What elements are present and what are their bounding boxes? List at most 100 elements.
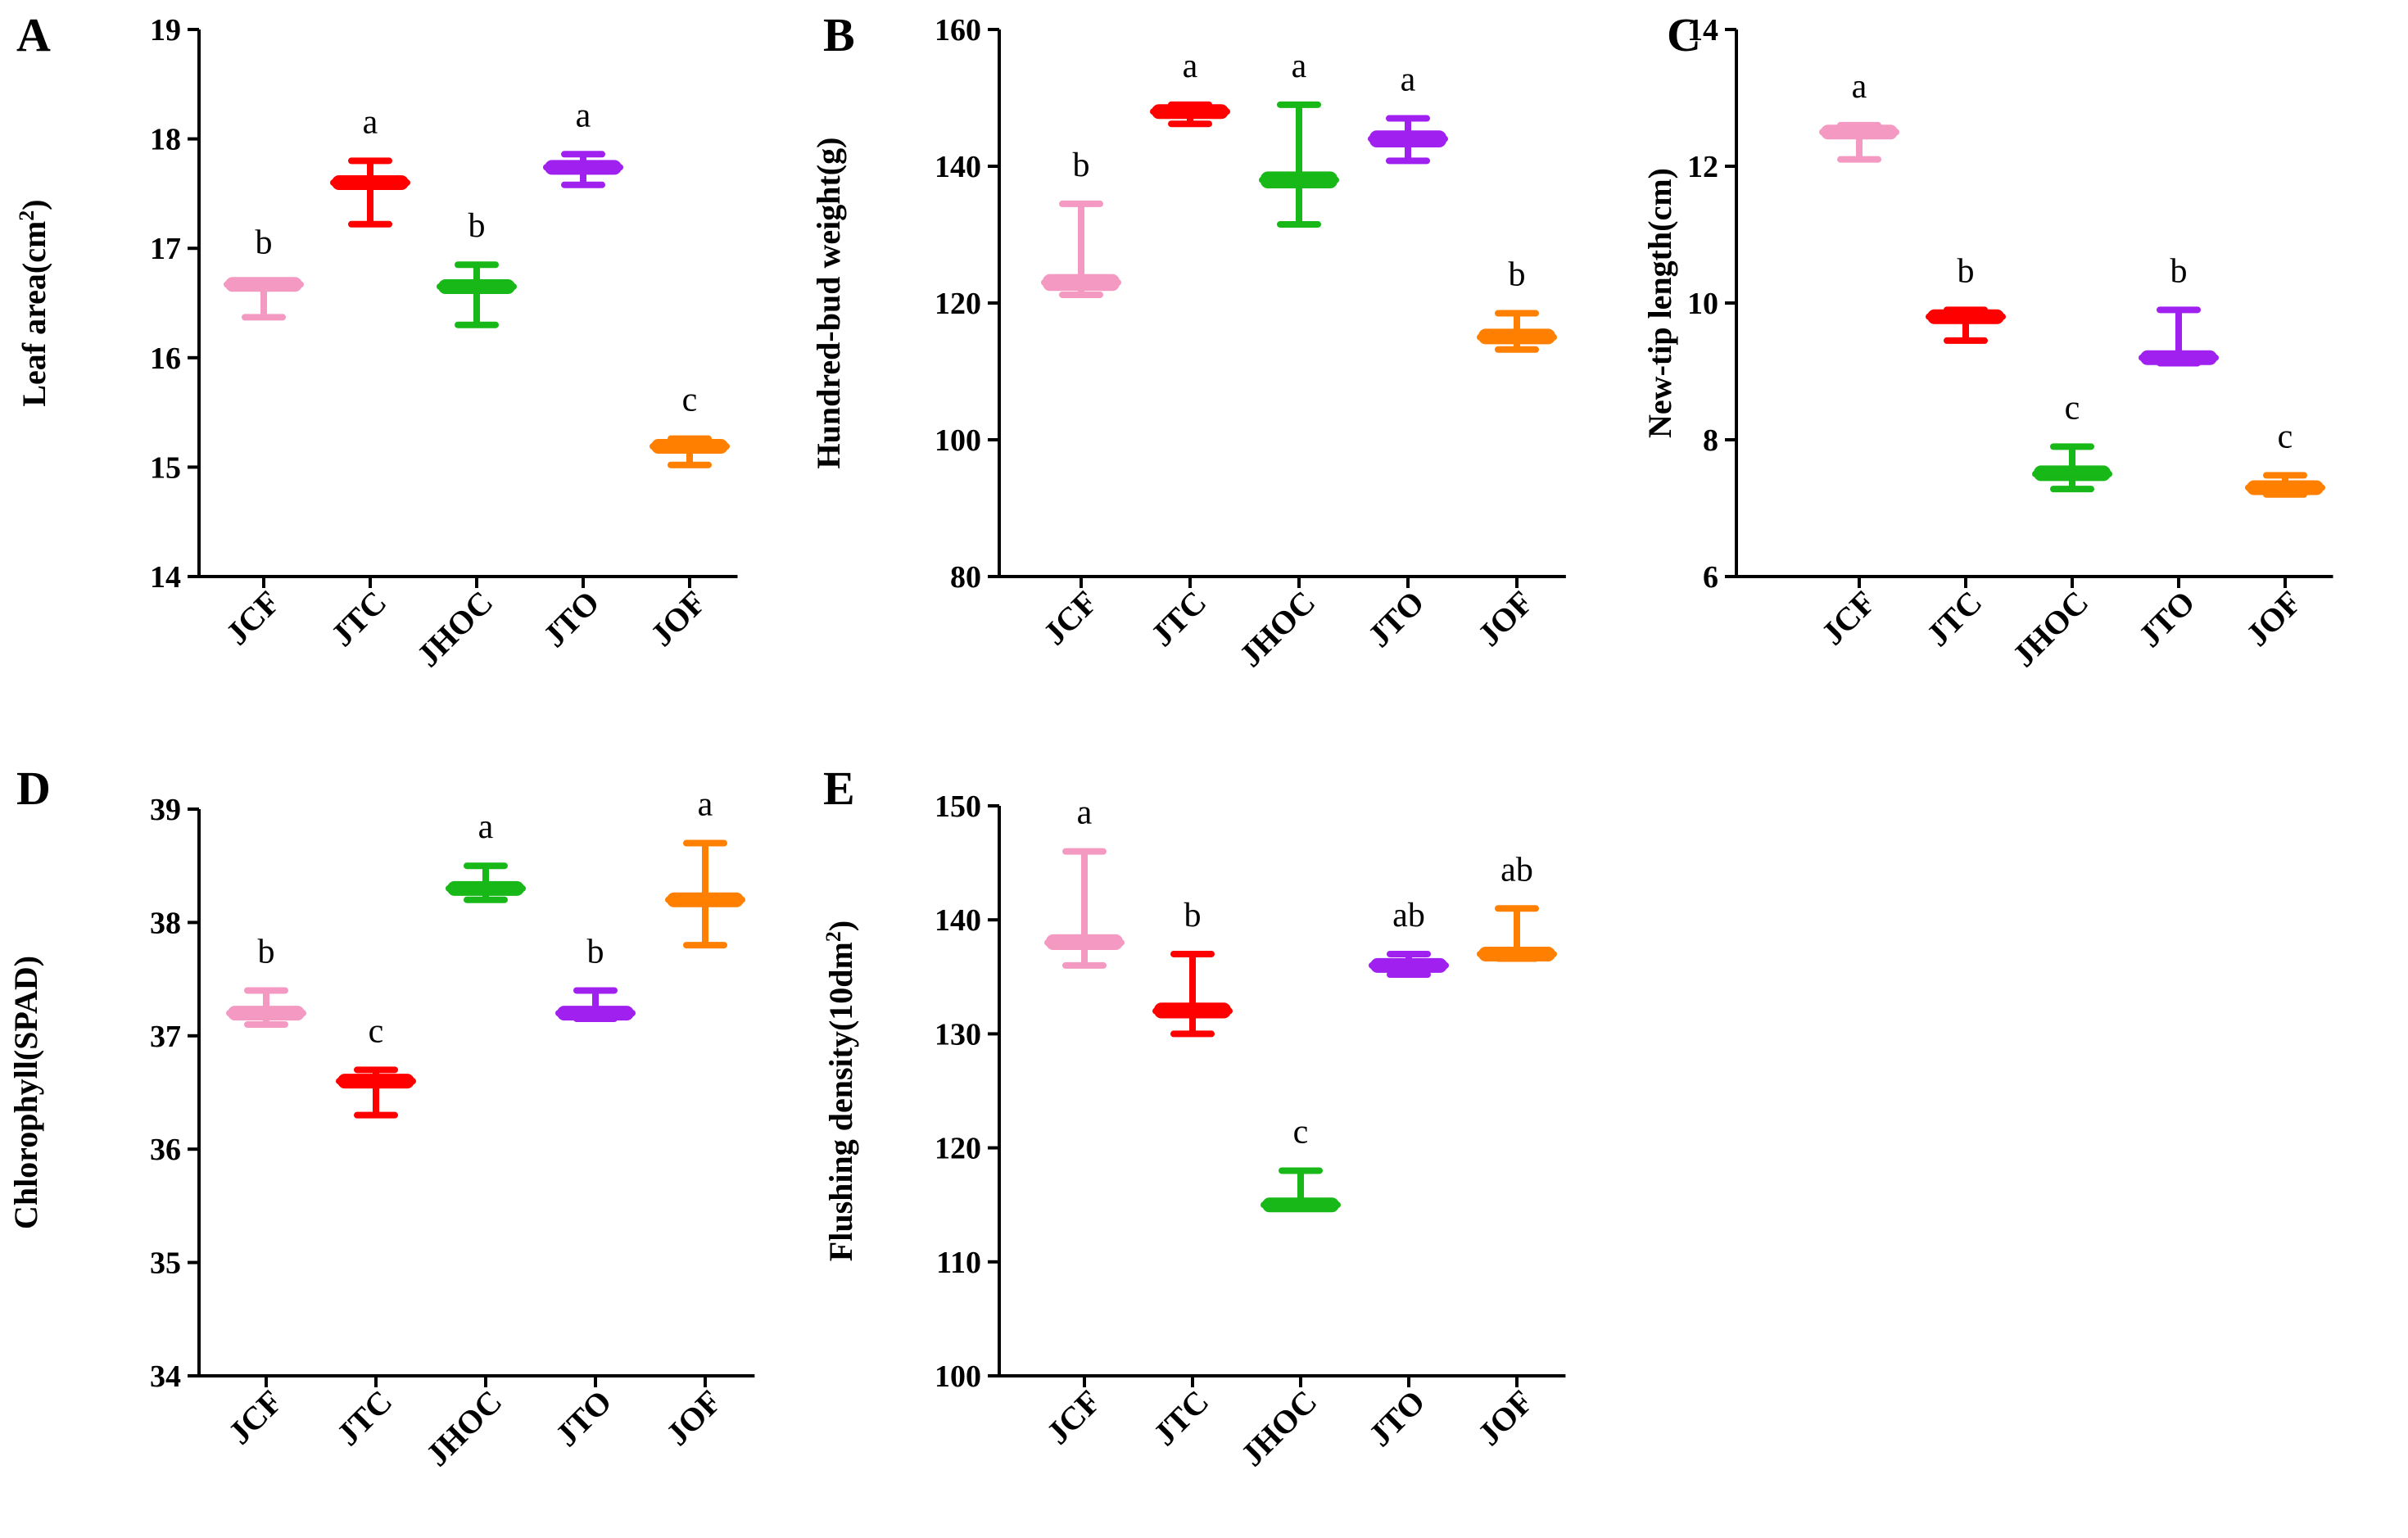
box-jcf bbox=[1819, 121, 1899, 163]
y-tick-label: 18 bbox=[150, 123, 181, 157]
significance-label: b bbox=[258, 933, 275, 970]
x-tick-label: JTO bbox=[548, 1383, 618, 1454]
significance-label: b bbox=[1073, 147, 1090, 184]
box-jto bbox=[543, 151, 623, 188]
x-tick-label: JOF bbox=[1470, 584, 1540, 654]
y-axis-title: Leaf area(cm2) bbox=[15, 199, 52, 406]
y-tick-label: 14 bbox=[1687, 13, 1718, 47]
significance-label: c bbox=[2065, 389, 2080, 427]
significance-label: a bbox=[1292, 47, 1307, 85]
box-jof bbox=[1477, 905, 1557, 962]
significance-label: a bbox=[1852, 68, 1867, 106]
significance-label: ab bbox=[1392, 897, 1425, 934]
box-jhoc bbox=[437, 261, 517, 328]
panel-a: A 14 15 16 17 18 19 Leaf area(cm2) JCF b JTC a JHOC b… bbox=[15, 8, 738, 674]
y-tick-label: 37 bbox=[150, 1020, 181, 1054]
box-jto bbox=[1369, 950, 1449, 979]
y-tick-label: 100 bbox=[935, 423, 981, 458]
significance-label: c bbox=[1293, 1113, 1309, 1151]
x-tick-label: JCF bbox=[219, 584, 287, 653]
box-jto bbox=[555, 987, 636, 1023]
x-tick-label: JTO bbox=[1361, 1383, 1432, 1454]
significance-label: b bbox=[587, 933, 604, 970]
y-tick-label: 39 bbox=[150, 793, 181, 827]
y-tick-label: 140 bbox=[935, 903, 981, 938]
y-axis-title: Flushing density(10dm2) bbox=[822, 921, 859, 1261]
y-tick-label: 38 bbox=[150, 906, 181, 940]
y-tick-label: 17 bbox=[150, 232, 181, 266]
x-tick-label: JOF bbox=[659, 1383, 728, 1453]
x-tick-label: JTC bbox=[1143, 584, 1213, 654]
x-tick-label: JTO bbox=[2131, 584, 2202, 654]
panel-d: D 34 35 36 37 38 39 Chlorophyll(SPAD) JCF b JTC c JH… bbox=[7, 762, 755, 1473]
box-jof bbox=[2245, 472, 2325, 498]
y-tick-label: 12 bbox=[1687, 150, 1718, 184]
x-tick-label: JCF bbox=[221, 1383, 290, 1452]
box-jtc bbox=[1150, 101, 1230, 128]
box-jhoc bbox=[1259, 101, 1339, 228]
box-jof bbox=[1477, 310, 1557, 353]
significance-label: b bbox=[256, 224, 273, 261]
y-tick-label: 8 bbox=[1703, 423, 1718, 458]
significance-label: c bbox=[2278, 418, 2293, 455]
significance-label: a bbox=[1401, 61, 1416, 99]
x-tick-label: JHOC bbox=[1233, 1383, 1324, 1473]
y-tick-label: 6 bbox=[1703, 560, 1718, 595]
y-axis-title: Hundred-bud weight(g) bbox=[810, 138, 847, 469]
significance-label: b bbox=[468, 207, 486, 245]
y-tick-label: 120 bbox=[935, 1132, 981, 1166]
box-jhoc bbox=[446, 862, 526, 903]
significance-label: b bbox=[1958, 252, 1975, 290]
y-tick-label: 160 bbox=[935, 13, 981, 47]
x-tick-label: JHOC bbox=[1232, 584, 1322, 674]
significance-label: a bbox=[1183, 47, 1198, 85]
x-tick-label: JTO bbox=[536, 584, 606, 654]
y-axis-title: New-tip length(cm) bbox=[1641, 168, 1678, 438]
x-tick-label: JCF bbox=[1036, 584, 1105, 653]
box-jcf bbox=[1044, 848, 1125, 969]
significance-label: c bbox=[682, 382, 698, 419]
x-tick-label: JOF bbox=[2238, 584, 2308, 654]
x-tick-label: JHOC bbox=[410, 584, 500, 674]
panel-label: A bbox=[16, 8, 51, 61]
panel-label: D bbox=[16, 762, 51, 815]
box-jtc bbox=[1152, 950, 1233, 1038]
box-jtc bbox=[1926, 306, 2006, 344]
significance-label: a bbox=[698, 786, 713, 824]
panel-label: B bbox=[823, 8, 855, 61]
y-tick-label: 140 bbox=[935, 150, 981, 184]
box-jof bbox=[650, 435, 730, 468]
panel-e: E 100 110 120 130 140 150 Flushing density(10dm… bbox=[822, 762, 1566, 1473]
significance-label: a bbox=[478, 808, 494, 846]
y-tick-label: 110 bbox=[936, 1246, 981, 1280]
box-jhoc bbox=[1261, 1167, 1341, 1213]
y-tick-label: 15 bbox=[150, 450, 181, 485]
y-tick-label: 100 bbox=[935, 1359, 981, 1394]
panel-label: C bbox=[1667, 8, 1701, 61]
y-tick-label: 34 bbox=[150, 1359, 181, 1394]
box-jcf bbox=[1041, 200, 1121, 298]
y-tick-label: 150 bbox=[935, 789, 981, 824]
box-jtc bbox=[336, 1066, 416, 1119]
x-tick-label: JCF bbox=[1814, 584, 1883, 653]
x-tick-label: JTC bbox=[1146, 1383, 1215, 1453]
y-tick-label: 16 bbox=[150, 342, 181, 376]
box-jcf bbox=[224, 277, 304, 321]
x-tick-label: JCF bbox=[1039, 1383, 1108, 1452]
x-tick-label: JTC bbox=[324, 584, 393, 654]
x-tick-label: JOF bbox=[1470, 1383, 1540, 1453]
significance-label: a bbox=[576, 97, 591, 134]
box-jto bbox=[1368, 115, 1448, 165]
significance-label: a bbox=[363, 103, 378, 141]
significance-label: a bbox=[1077, 794, 1093, 832]
box-jhoc bbox=[2032, 443, 2112, 493]
significance-label: ab bbox=[1500, 851, 1533, 889]
y-tick-label: 36 bbox=[150, 1133, 181, 1167]
x-tick-label: JOF bbox=[643, 584, 713, 654]
y-tick-label: 10 bbox=[1687, 287, 1718, 321]
y-tick-label: 19 bbox=[150, 13, 181, 47]
box-jcf bbox=[226, 987, 306, 1028]
box-jof bbox=[665, 839, 745, 949]
x-tick-label: JTO bbox=[1360, 584, 1431, 654]
